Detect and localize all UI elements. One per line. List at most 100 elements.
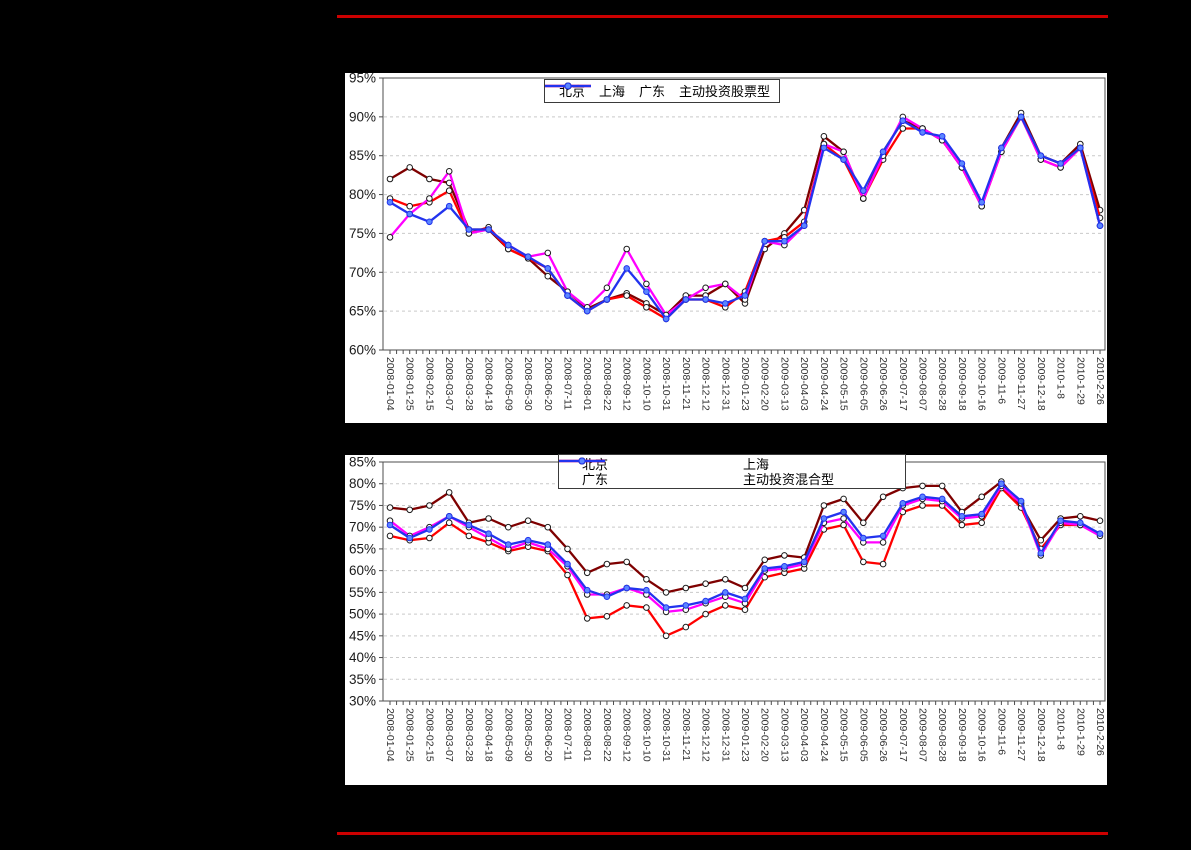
series-marker-beijing — [662, 589, 670, 596]
series-marker-active-stock — [919, 129, 926, 136]
series-marker-active-mixed — [1077, 519, 1084, 527]
series-marker-beijing — [623, 558, 631, 566]
y-axis-label: 75% — [349, 226, 376, 241]
series-marker-active-stock — [603, 296, 611, 303]
series-marker-guangdong — [603, 284, 611, 292]
x-axis-label: 2008-07-11 — [562, 708, 574, 761]
series-marker-active-stock — [860, 187, 867, 194]
series-marker-active-stock — [1037, 152, 1045, 159]
series-marker-beijing — [406, 164, 413, 171]
x-axis-label: 2009-01-23 — [739, 708, 751, 762]
series-marker-active-mixed — [761, 565, 769, 572]
x-axis-label: 2009-05-15 — [838, 708, 850, 762]
series-marker-guangdong — [840, 148, 847, 156]
x-axis-label: 2009-03-13 — [778, 708, 790, 762]
series-marker-active-stock — [1017, 113, 1025, 121]
x-axis-label: 2008-03-07 — [443, 708, 455, 762]
series-marker-beijing — [722, 576, 729, 583]
series-marker-beijing — [386, 175, 394, 183]
y-axis-label: 80% — [349, 476, 376, 491]
x-axis-label: 2009-04-03 — [798, 708, 810, 762]
series-marker-active-stock — [524, 253, 532, 260]
series-marker-shanghai — [860, 558, 867, 566]
x-axis-label: 2008-09-12 — [621, 708, 633, 762]
series-marker-shanghai — [958, 521, 966, 529]
series-marker-active-mixed — [978, 510, 986, 518]
series-marker-shanghai — [722, 602, 729, 609]
series-marker-beijing — [386, 504, 394, 511]
x-axis-label: 2009-10-16 — [976, 708, 988, 762]
x-axis-label: 2008-06-20 — [542, 357, 554, 411]
series-marker-active-stock — [840, 156, 847, 163]
series-marker-active-stock — [998, 144, 1005, 152]
series-marker-beijing — [840, 495, 847, 503]
series-marker-shanghai — [386, 532, 394, 540]
x-axis-label: 2009-02-20 — [759, 357, 771, 411]
series-marker-active-mixed — [1037, 550, 1045, 557]
series-marker-beijing — [879, 493, 887, 501]
series-marker-active-mixed — [505, 541, 512, 548]
series-marker-active-stock — [544, 265, 552, 272]
x-axis-label: 2009-06-26 — [877, 708, 889, 762]
series-marker-shanghai — [426, 534, 433, 542]
y-axis-label: 40% — [349, 650, 376, 665]
series-marker-active-stock — [938, 133, 946, 140]
x-axis-label: 2008-08-22 — [601, 708, 613, 762]
series-active-stock — [386, 113, 1104, 323]
legend-item-shanghai: 上海 — [545, 82, 625, 99]
legend-label-guangdong: 广东 — [639, 83, 666, 99]
series-marker-beijing — [702, 580, 709, 587]
x-axis-label: 2008-05-09 — [502, 708, 514, 762]
series-marker-shanghai — [702, 610, 709, 618]
y-axis-label: 75% — [349, 498, 376, 513]
x-axis-label: 2010-2-26 — [1094, 708, 1106, 756]
x-axis-label: 2009-02-20 — [759, 708, 771, 762]
series-marker-active-stock — [899, 117, 907, 125]
legend-swatch-active-stock — [545, 82, 591, 90]
series-marker-beijing — [643, 576, 650, 583]
x-axis-label: 2009-08-07 — [917, 357, 929, 411]
x-axis-label: 2008-03-07 — [443, 357, 455, 411]
x-axis-label: 2010-2-26 — [1094, 357, 1106, 405]
y-axis-label: 90% — [349, 109, 376, 124]
y-axis-label: 70% — [349, 520, 376, 535]
series-marker-guangdong — [386, 234, 394, 241]
series-marker-shanghai — [741, 606, 749, 613]
x-axis-label: 2010-1-29 — [1074, 708, 1086, 756]
series-marker-active-mixed — [426, 526, 433, 533]
series-marker-shanghai — [643, 304, 650, 311]
x-axis-label: 2008-09-12 — [621, 357, 633, 411]
x-axis-label: 2009-03-13 — [778, 357, 790, 411]
series-marker-shanghai — [445, 187, 453, 194]
legend-item-shanghai: 上海 — [559, 457, 899, 472]
series-marker-guangdong — [426, 195, 433, 202]
y-axis-label: 70% — [349, 265, 376, 280]
mixed-fund-position-chart-panel: 30% 35% 40% 45% 50% 55% 60% 65% 70% 75% 80% 85% 2008… — [345, 454, 1107, 785]
x-axis-label: 2008-02-15 — [423, 708, 435, 762]
series-marker-active-mixed — [722, 589, 729, 596]
series-marker-beijing — [603, 560, 611, 568]
series-marker-beijing — [445, 489, 453, 496]
series-marker-shanghai — [879, 560, 887, 568]
x-axis-label: 2009-08-28 — [936, 708, 948, 762]
series-marker-shanghai — [623, 292, 631, 299]
series-marker-active-mixed — [445, 513, 453, 520]
series-marker-active-stock — [583, 307, 591, 315]
series-marker-shanghai — [465, 532, 473, 540]
series-marker-active-stock — [623, 265, 631, 272]
y-axis-label: 80% — [349, 187, 376, 202]
series-marker-guangdong — [722, 280, 729, 288]
series-beijing — [386, 478, 1104, 596]
series-marker-active-stock — [505, 241, 512, 249]
x-axis-label: 2009-12-18 — [1035, 357, 1047, 411]
series-marker-shanghai — [445, 519, 453, 527]
legend-label-guangdong: 广东 — [582, 471, 609, 487]
y-axis-label: 60% — [349, 343, 376, 358]
series-marker-guangdong — [840, 515, 847, 522]
series-marker-active-stock — [662, 315, 670, 323]
x-axis-label: 2008-10-31 — [660, 357, 672, 411]
x-axis-label: 2008-02-15 — [423, 357, 435, 411]
series-marker-active-stock — [761, 237, 769, 245]
series-marker-shanghai — [603, 613, 611, 620]
x-axis-label: 2008-10-31 — [660, 708, 672, 762]
